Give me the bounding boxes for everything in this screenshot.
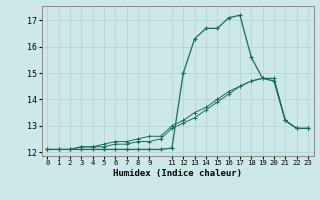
X-axis label: Humidex (Indice chaleur): Humidex (Indice chaleur) [113, 169, 242, 178]
